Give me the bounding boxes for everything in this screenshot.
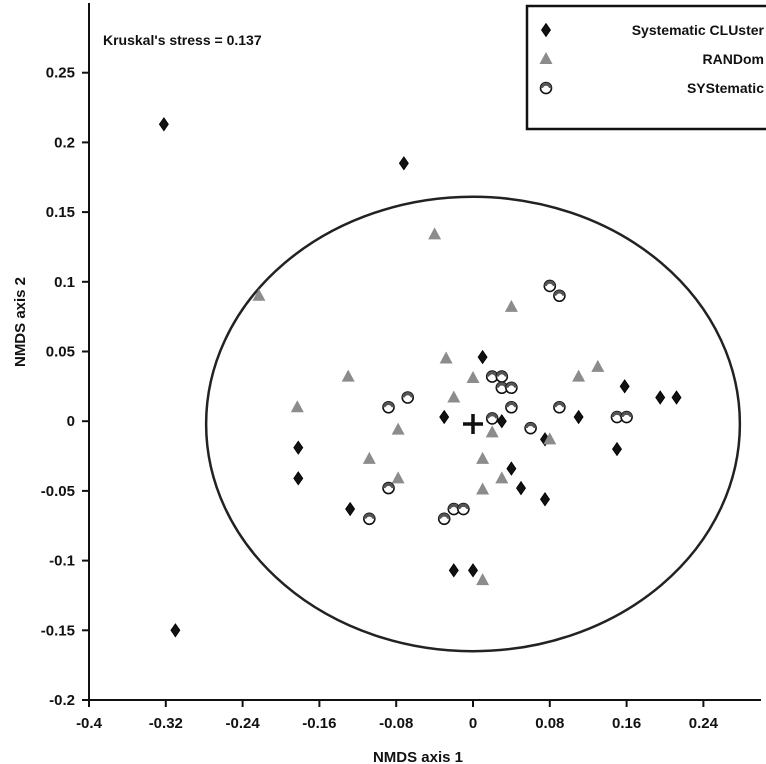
- stress-annotation: Kruskal's stress = 0.137: [103, 32, 262, 48]
- axes: -0.4 -0.32 -0.24 -0.16 -0.08 0 0.08 0.16 0.24 -0.…: [41, 3, 761, 732]
- point-systematic: [553, 289, 566, 303]
- point-systematic: [363, 512, 376, 526]
- point-random: [476, 451, 490, 464]
- x-axis-title: NMDS axis 1: [373, 749, 463, 764]
- point-systematic: [495, 381, 509, 395]
- point-systematic: [553, 400, 566, 414]
- point-systematic-cluster: [439, 409, 450, 425]
- point-random: [495, 471, 509, 484]
- point-systematic-cluster: [655, 390, 666, 405]
- point-random: [591, 359, 605, 372]
- legend-marker-systematic: [539, 81, 553, 95]
- y-tick-label: -0.15: [41, 622, 75, 639]
- point-systematic-cluster: [671, 390, 682, 405]
- point-random: [572, 369, 586, 382]
- y-tick-label: 0.25: [46, 65, 75, 82]
- y-axis-title: NMDS axis 2: [12, 277, 29, 367]
- point-systematic-cluster: [448, 563, 459, 578]
- point-systematic-cluster: [496, 413, 507, 429]
- y-tick-label: 0: [67, 413, 75, 430]
- point-random: [476, 482, 490, 495]
- point-systematic-cluster: [573, 409, 584, 425]
- y-tick-label: 0.05: [46, 344, 75, 361]
- point-systematic-cluster: [619, 379, 630, 394]
- point-random: [543, 432, 557, 445]
- point-random: [428, 227, 442, 240]
- point-systematic: [437, 512, 451, 526]
- legend-label-systematic-cluster: Systematic CLUster: [632, 22, 765, 38]
- point-systematic: [543, 279, 557, 293]
- y-tick-label: 0.15: [46, 204, 75, 221]
- point-systematic-cluster: [398, 156, 409, 171]
- point-systematic: [620, 410, 633, 424]
- point-systematic-cluster: [506, 461, 517, 476]
- legend-label-systematic: SYStematic: [687, 80, 764, 96]
- point-systematic-cluster: [293, 471, 304, 486]
- x-tick-label: -0.32: [149, 715, 183, 732]
- point-systematic: [457, 502, 470, 516]
- point-systematic-cluster: [540, 492, 550, 507]
- y-tick-label: 0.1: [54, 274, 75, 291]
- point-random: [447, 390, 461, 403]
- point-systematic: [524, 421, 537, 435]
- point-systematic-cluster: [477, 349, 488, 365]
- x-tick-label: 0: [469, 715, 477, 732]
- x-tick-label: -0.24: [225, 715, 260, 732]
- point-systematic: [495, 370, 509, 383]
- point-systematic-cluster: [612, 441, 622, 457]
- point-random: [252, 288, 266, 301]
- point-random: [391, 471, 405, 484]
- point-random: [504, 299, 518, 312]
- point-systematic-cluster: [468, 563, 478, 578]
- confidence-ellipse: [204, 195, 742, 653]
- y-tick-label: -0.05: [41, 483, 75, 500]
- point-systematic-cluster: [158, 117, 169, 132]
- point-random: [391, 422, 405, 435]
- point-systematic: [382, 481, 395, 495]
- point-systematic: [485, 412, 499, 425]
- x-tick-label: -0.08: [379, 715, 413, 732]
- centroid-plus-marker: [463, 413, 483, 434]
- point-systematic-cluster: [170, 623, 181, 638]
- legend-marker-systematic-cluster: [541, 22, 551, 38]
- data-points: [158, 117, 682, 638]
- confidence-ellipse-group: [204, 195, 742, 653]
- legend-marker-random: [539, 52, 553, 64]
- y-tick-label: -0.1: [49, 553, 75, 570]
- point-systematic-cluster: [345, 501, 356, 517]
- x-tick-label: 0.24: [689, 715, 719, 732]
- point-random: [439, 351, 453, 364]
- point-systematic: [505, 381, 518, 395]
- legend-label-random: RANDom: [703, 51, 764, 67]
- legend-box: [525, 4, 766, 131]
- legend: Systematic CLUster RANDom SYStematic: [525, 4, 766, 131]
- point-systematic: [401, 391, 415, 404]
- point-random: [341, 369, 355, 382]
- x-tick-label: 0.08: [535, 715, 564, 732]
- y-tick-label: -0.2: [49, 692, 75, 709]
- point-systematic-cluster: [516, 480, 526, 496]
- point-random: [476, 573, 490, 586]
- x-tick-label: -0.4: [76, 715, 103, 732]
- point-systematic-cluster: [293, 440, 304, 455]
- point-random: [362, 451, 376, 464]
- point-systematic: [505, 400, 518, 414]
- point-random: [485, 425, 499, 438]
- point-random: [290, 400, 304, 413]
- y-tick-label: 0.2: [54, 134, 75, 151]
- x-tick-label: -0.16: [302, 715, 336, 732]
- point-random: [466, 370, 480, 383]
- x-tick-label: 0.16: [612, 715, 641, 732]
- point-systematic: [382, 400, 395, 414]
